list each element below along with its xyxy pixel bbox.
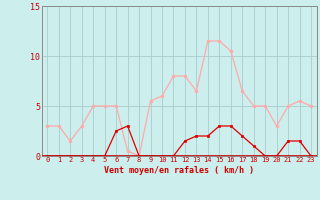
X-axis label: Vent moyen/en rafales ( km/h ): Vent moyen/en rafales ( km/h ) bbox=[104, 166, 254, 175]
